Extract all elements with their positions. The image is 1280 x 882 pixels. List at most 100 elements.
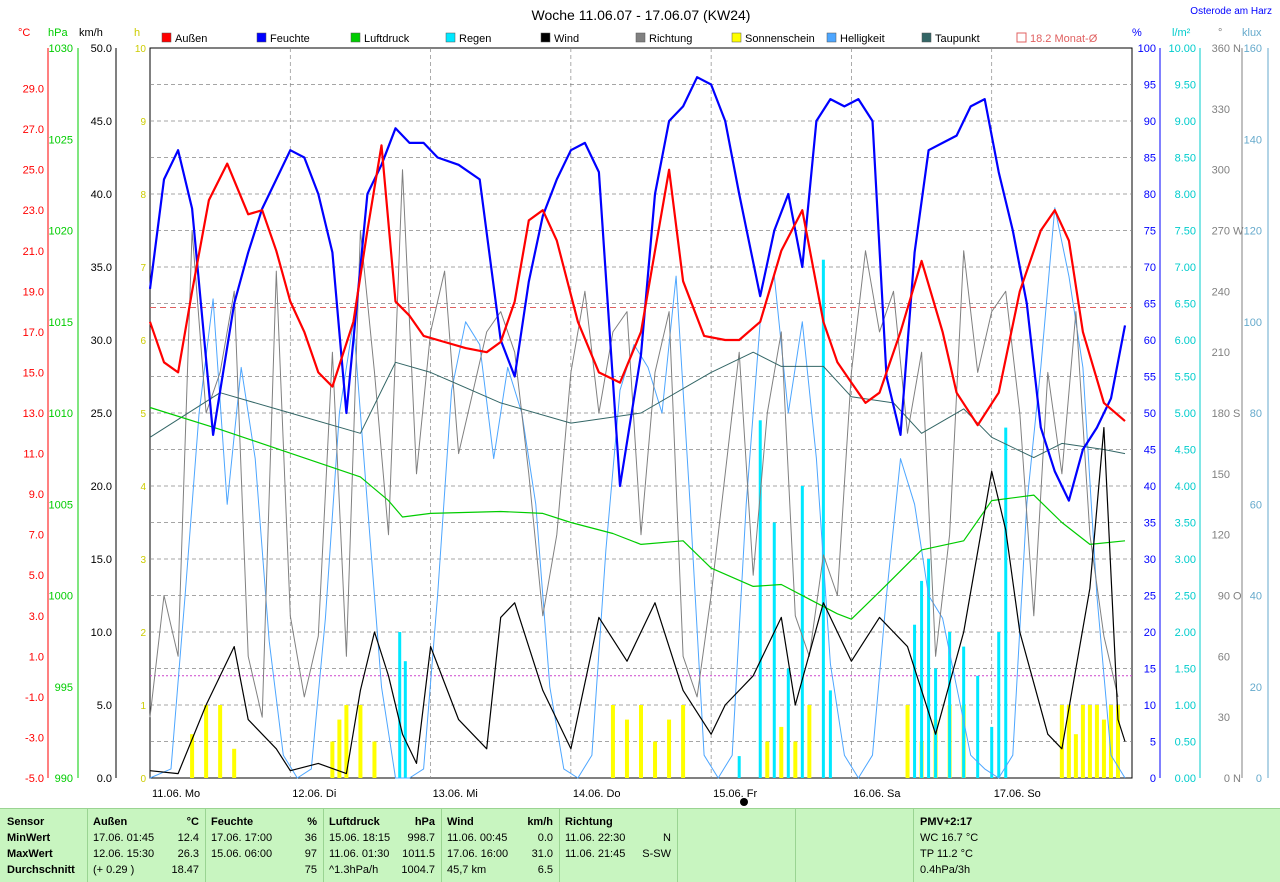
- rain-tick-label: 5.50: [1175, 372, 1196, 384]
- sunshine-bar: [653, 741, 658, 778]
- rain-tick-label: 1.00: [1175, 700, 1196, 712]
- dewpoint-value: TP 11.2 °C: [920, 848, 973, 860]
- light-tick-label: 140: [1244, 134, 1262, 146]
- sun-tick-label: 7: [140, 263, 146, 274]
- humidity-tick-label: 80: [1144, 189, 1156, 201]
- direction-tick-label: 360: [1212, 43, 1230, 55]
- rain-bar: [786, 668, 790, 778]
- sunshine-bar: [190, 734, 195, 778]
- group-header: Richtung: [565, 816, 613, 828]
- rain-bar: [758, 420, 762, 778]
- humidity-tick-label: 40: [1144, 481, 1156, 493]
- direction-tick-label: 240: [1212, 286, 1230, 298]
- row-label-avg: Durchschnitt: [7, 864, 75, 876]
- legend-label: Außen: [175, 33, 207, 45]
- x-tick-label: 11.06. Mo: [152, 788, 200, 800]
- group-header: Außen: [93, 816, 128, 828]
- temp-tick-label: 13.0: [23, 408, 44, 420]
- light-tick-label: 100: [1244, 317, 1262, 329]
- legend-label: Feuchte: [270, 33, 310, 45]
- sunshine-bar: [905, 705, 910, 778]
- legend-swatch: [445, 32, 456, 43]
- chart-title: Woche 11.06.07 - 17.06.07 (KW24): [532, 7, 751, 23]
- rain-tick-label: 7.50: [1175, 226, 1196, 238]
- direction-compass-label: S: [1233, 408, 1240, 420]
- sunshine-bar: [1108, 705, 1113, 778]
- humidity-tick-label: 30: [1144, 554, 1156, 566]
- direction-tick-label: 30: [1218, 712, 1230, 724]
- sunshine-bar: [624, 719, 629, 778]
- humidity-tick-label: 25: [1144, 591, 1156, 603]
- humidity-tick-label: 65: [1144, 299, 1156, 311]
- sunshine-bar: [807, 705, 812, 778]
- x-tick-label: 15.06. Fr: [713, 788, 757, 800]
- series-line-wind: [149, 427, 1126, 775]
- rain-tick-label: 3.50: [1175, 518, 1196, 530]
- sunshine-bar: [344, 705, 349, 778]
- rain-bar: [948, 632, 952, 778]
- temp-tick-label: 11.0: [23, 449, 44, 461]
- cell-value: 31.0: [531, 848, 553, 860]
- group-header: Wind: [447, 816, 474, 828]
- sunshine-bar: [218, 705, 223, 778]
- sunshine-bar: [667, 719, 672, 778]
- legend-label: Luftdruck: [364, 33, 410, 45]
- group-richtung: Richtung 11.06. 22:30 N 11.06. 21:45 S-S…: [560, 809, 678, 882]
- sun-tick-label: 0: [140, 774, 146, 785]
- rain-tick-label: 5.00: [1175, 408, 1196, 420]
- rain-tick-label: 4.50: [1175, 445, 1196, 457]
- pressure-tick-label: 990: [55, 773, 73, 785]
- rain-bar: [927, 559, 931, 778]
- temp-tick-label: -3.0: [25, 732, 44, 744]
- axes: 11.06. Mo 12.06. Di 13.06. Mi 14.06. Do 15.0…: [18, 27, 1269, 806]
- rain-tick-label: 7.00: [1175, 262, 1196, 274]
- pressure-tick-label: 1030: [49, 43, 73, 55]
- cell-value: 998.7: [407, 832, 435, 844]
- sunshine-bar: [1066, 705, 1071, 778]
- group-luftdruck: Luftdruck hPa 15.06. 18:15 998.7 11.06. …: [324, 809, 442, 882]
- sun-tick-label: 6: [140, 336, 146, 347]
- sunshine-bar: [681, 705, 686, 778]
- legend-label: Sonnenschein: [745, 33, 815, 45]
- humidity-tick-label: 5: [1150, 737, 1156, 749]
- humidity-tick-label: 60: [1144, 335, 1156, 347]
- legend-swatch: [731, 32, 742, 43]
- wind-tick-label: 10.0: [91, 627, 112, 639]
- wind-tick-label: 25.0: [91, 408, 112, 420]
- rain-bar: [772, 522, 776, 778]
- sunshine-bar: [372, 741, 377, 778]
- temp-tick-label: 15.0: [23, 367, 44, 379]
- rain-bar: [934, 668, 938, 778]
- direction-compass-label: O: [1233, 591, 1242, 603]
- legend-label: Wind: [554, 33, 579, 45]
- rain-tick-label: 9.00: [1175, 116, 1196, 128]
- rain-bar: [913, 624, 917, 778]
- empty-column: [796, 809, 914, 882]
- rain-bar: [398, 632, 402, 778]
- series-line-aussen: [148, 144, 1126, 427]
- rain-tick-label: 0.50: [1175, 737, 1196, 749]
- cell-time: 12.06. 15:30: [93, 848, 155, 860]
- group-unit: %: [307, 816, 317, 828]
- row-label-max: MaxWert: [7, 848, 53, 860]
- legend-swatch: [635, 32, 646, 43]
- pressure-tick-label: 1005: [49, 499, 73, 511]
- light-tick-label: 80: [1250, 408, 1262, 420]
- pressure-tick-label: 1015: [49, 317, 73, 329]
- legend-swatch: [540, 32, 551, 43]
- temp-tick-label: 1.0: [29, 651, 44, 663]
- pressure-tick-label: 1000: [49, 591, 73, 603]
- bars: [190, 259, 1120, 778]
- x-tick-label: 17.06. So: [994, 788, 1041, 800]
- legend-label: Regen: [459, 33, 491, 45]
- direction-compass-label: N: [1233, 773, 1241, 785]
- pmv-value: PMV+2:17: [920, 816, 973, 828]
- sun-tick-label: 5: [140, 409, 146, 420]
- x-tick-label: 16.06. Sa: [853, 788, 901, 800]
- light-tick-label: 0: [1256, 773, 1262, 785]
- x-tick-label: 14.06. Do: [573, 788, 621, 800]
- sunshine-bar: [204, 705, 209, 778]
- rain-bar: [976, 675, 980, 778]
- rain-bar: [990, 726, 994, 778]
- direction-tick-label: 0: [1224, 773, 1230, 785]
